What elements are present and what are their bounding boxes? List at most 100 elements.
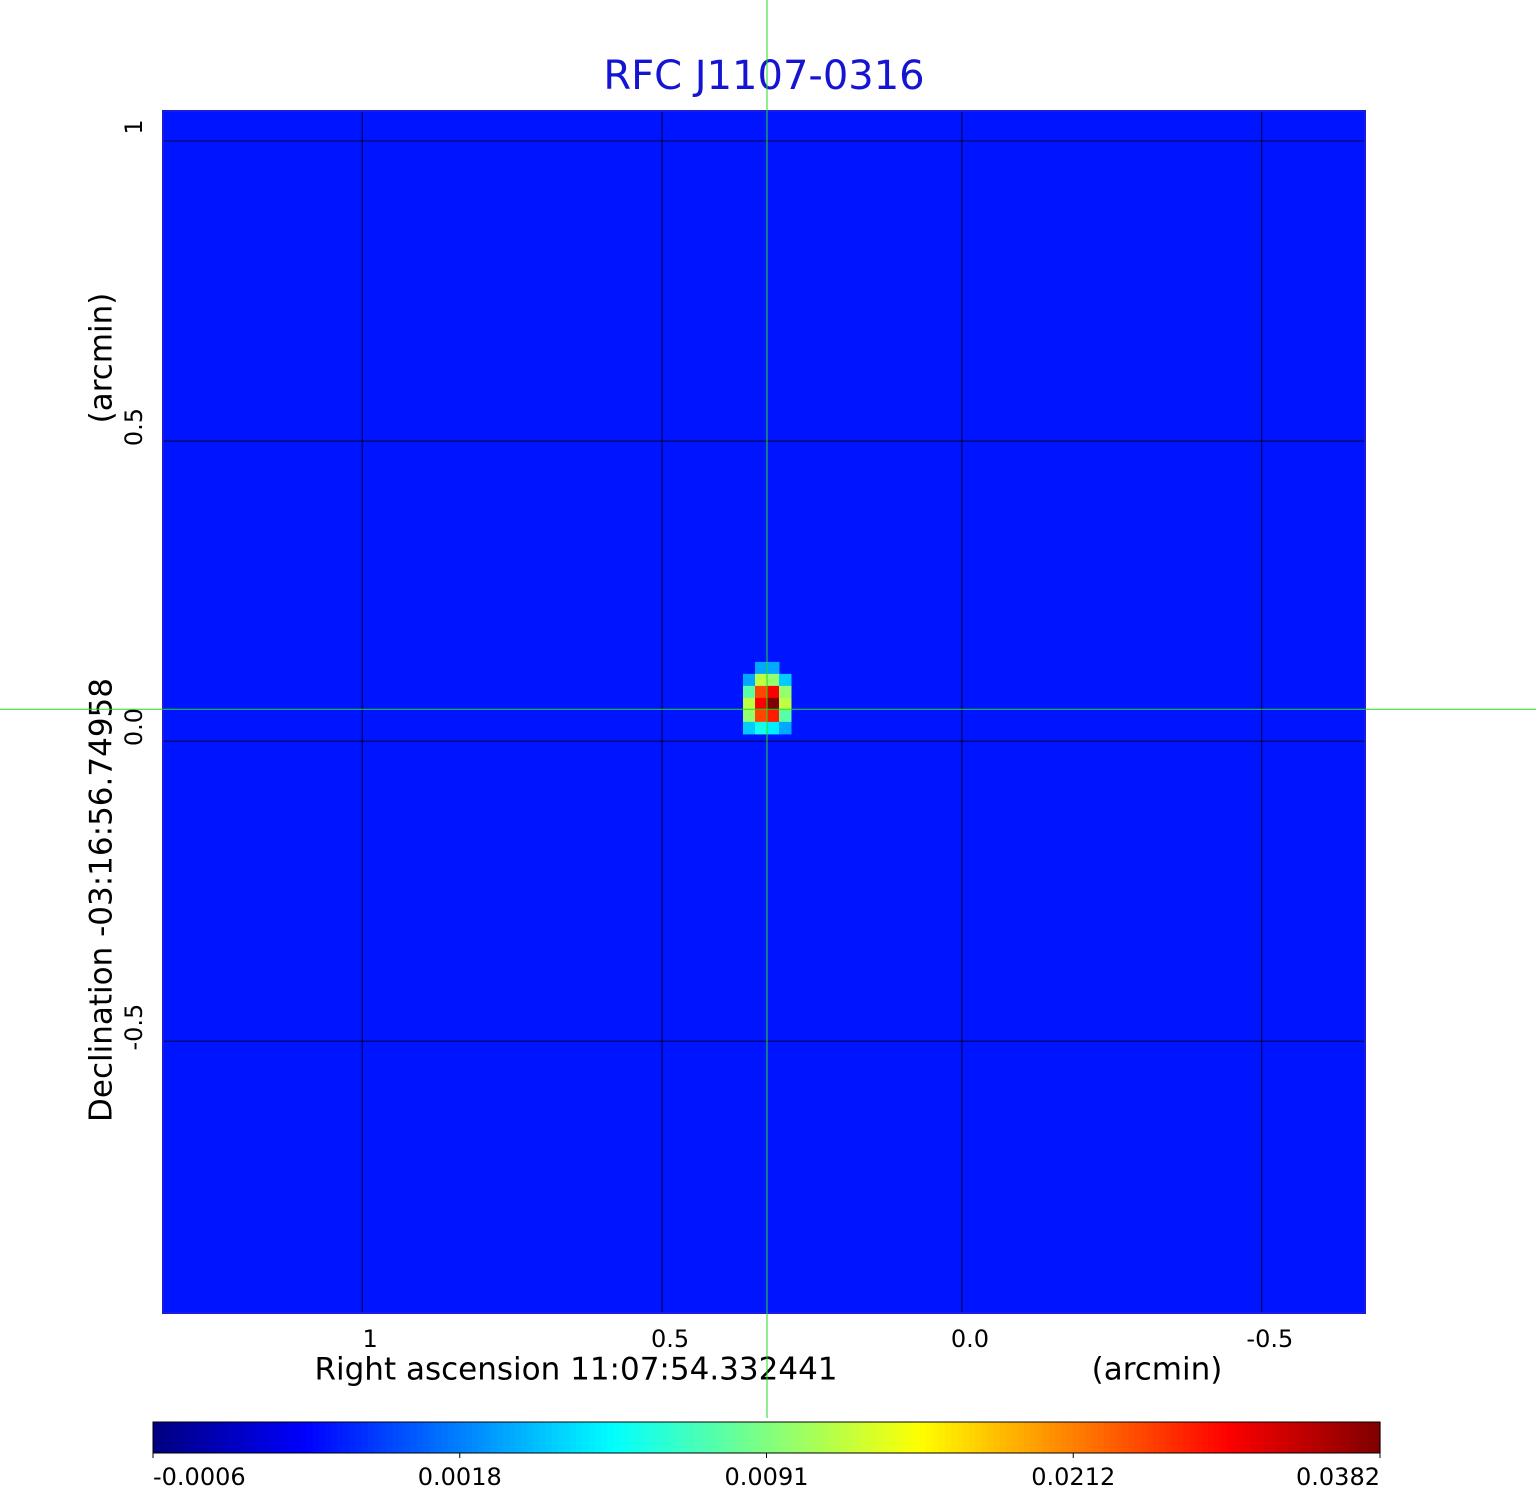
colorbar-segment [465, 1422, 473, 1453]
colorbar-segment [1024, 1422, 1031, 1453]
colorbar-segment [570, 1422, 577, 1453]
colorbar-segment [1085, 1422, 1093, 1453]
pixel [755, 673, 768, 687]
colorbar-segment [1189, 1422, 1197, 1453]
colorbar-segment [674, 1422, 682, 1453]
colorbar-segment [1281, 1422, 1289, 1453]
colorbar-segment [232, 1422, 240, 1453]
colorbar-segment [1251, 1422, 1258, 1453]
colorbar-segment [791, 1422, 798, 1453]
colorbar-segment [502, 1422, 510, 1453]
colorbar-segment [711, 1422, 719, 1453]
colorbar-segment [895, 1422, 903, 1453]
x-tick-label: 1 [362, 1325, 377, 1353]
colorbar-segment [1355, 1422, 1363, 1453]
plot-frame [162, 110, 1366, 1314]
colorbar-segment [1073, 1422, 1080, 1453]
colorbar-segment [373, 1422, 381, 1453]
colorbar-segment [913, 1422, 921, 1453]
pixel [755, 709, 768, 723]
colorbar-segment [594, 1422, 602, 1453]
colorbar-segment [852, 1422, 860, 1453]
colorbar-segment [441, 1422, 449, 1453]
colorbar-segment [668, 1422, 676, 1453]
colorbar-segment [1361, 1422, 1369, 1453]
colorbar-segment [1195, 1422, 1203, 1453]
colorbar-segment [1373, 1422, 1381, 1453]
colorbar-segment [220, 1422, 228, 1453]
pixel [755, 721, 768, 735]
colorbar-segment [453, 1422, 461, 1453]
colorbar-segment [551, 1422, 559, 1453]
colorbar-segment [1208, 1422, 1215, 1453]
colorbar-segment [1306, 1422, 1314, 1453]
pixel [743, 685, 756, 699]
colorbar-segment [840, 1422, 847, 1453]
colorbar-segment [251, 1422, 258, 1453]
colorbar-segment [968, 1422, 976, 1453]
colorbar-segment [760, 1422, 768, 1453]
pixel [743, 709, 756, 723]
colorbar-segment [692, 1422, 700, 1453]
colorbar-segment [545, 1422, 553, 1453]
colorbar-segment [889, 1422, 896, 1453]
colorbar-segment [631, 1422, 639, 1453]
colorbar-segment [797, 1422, 804, 1453]
colorbar-segment [490, 1422, 498, 1453]
colorbar-segment [1257, 1422, 1265, 1453]
colorbar-segment [337, 1422, 344, 1453]
colorbar-segment [1171, 1422, 1179, 1453]
colorbar-segment [1054, 1422, 1062, 1453]
colorbar-segment [1177, 1422, 1185, 1453]
colorbar-segment [539, 1422, 547, 1453]
colorbar-segment [263, 1422, 271, 1453]
colorbar-segment [459, 1422, 467, 1453]
colorbar-segment [1159, 1422, 1166, 1453]
colorbar-segment [662, 1422, 669, 1453]
colorbar-segment [189, 1422, 197, 1453]
colorbar-segment [656, 1422, 663, 1453]
colorbar-segment [766, 1422, 774, 1453]
colorbar-segment [275, 1422, 283, 1453]
pixel [766, 685, 780, 699]
colorbar-segment [349, 1422, 357, 1453]
colorbar-segment [956, 1422, 964, 1453]
colorbar-segment [1220, 1422, 1228, 1453]
colorbar-segment [478, 1422, 485, 1453]
colorbar-segment [484, 1422, 492, 1453]
colorbar-segment [1018, 1422, 1025, 1453]
y-tick-label: -0.5 [120, 1004, 148, 1051]
colorbar-segment [1300, 1422, 1307, 1453]
colorbar-segment [741, 1422, 749, 1453]
colorbar-segment [717, 1422, 725, 1453]
colorbar-segment [803, 1422, 811, 1453]
colorbar-segment [472, 1422, 479, 1453]
colorbar-segment [1165, 1422, 1173, 1453]
chart-title: RFC J1107-0316 [603, 53, 924, 99]
colorbar-segment [705, 1422, 712, 1453]
colorbar-tick-label: 0.0382 [1296, 1463, 1380, 1491]
colorbar-segment [1275, 1422, 1283, 1453]
pixel [755, 661, 768, 675]
colorbar-segment [330, 1422, 338, 1453]
x-axis-unit: (arcmin) [1092, 1352, 1223, 1388]
colorbar-segment [1122, 1422, 1130, 1453]
colorbar-segment [355, 1422, 363, 1453]
colorbar-segment [907, 1422, 915, 1453]
x-tick-label: 0.5 [651, 1325, 689, 1353]
pixel [778, 697, 792, 711]
y-tick-label: 1 [120, 119, 148, 134]
colorbar-segment [637, 1422, 645, 1453]
colorbar-segment [447, 1422, 455, 1453]
colorbar-segment [300, 1422, 307, 1453]
colorbar-segment [883, 1422, 890, 1453]
colorbar-segment [1067, 1422, 1074, 1453]
colorbar-segment [171, 1422, 179, 1453]
colorbar-segment [962, 1422, 970, 1453]
colorbar-segment [1036, 1422, 1044, 1453]
colorbar-segment [919, 1422, 927, 1453]
pixel [778, 673, 792, 687]
colorbar-segment [1103, 1422, 1111, 1453]
colorbar-segment [809, 1422, 817, 1453]
colorbar-segment [981, 1422, 988, 1453]
